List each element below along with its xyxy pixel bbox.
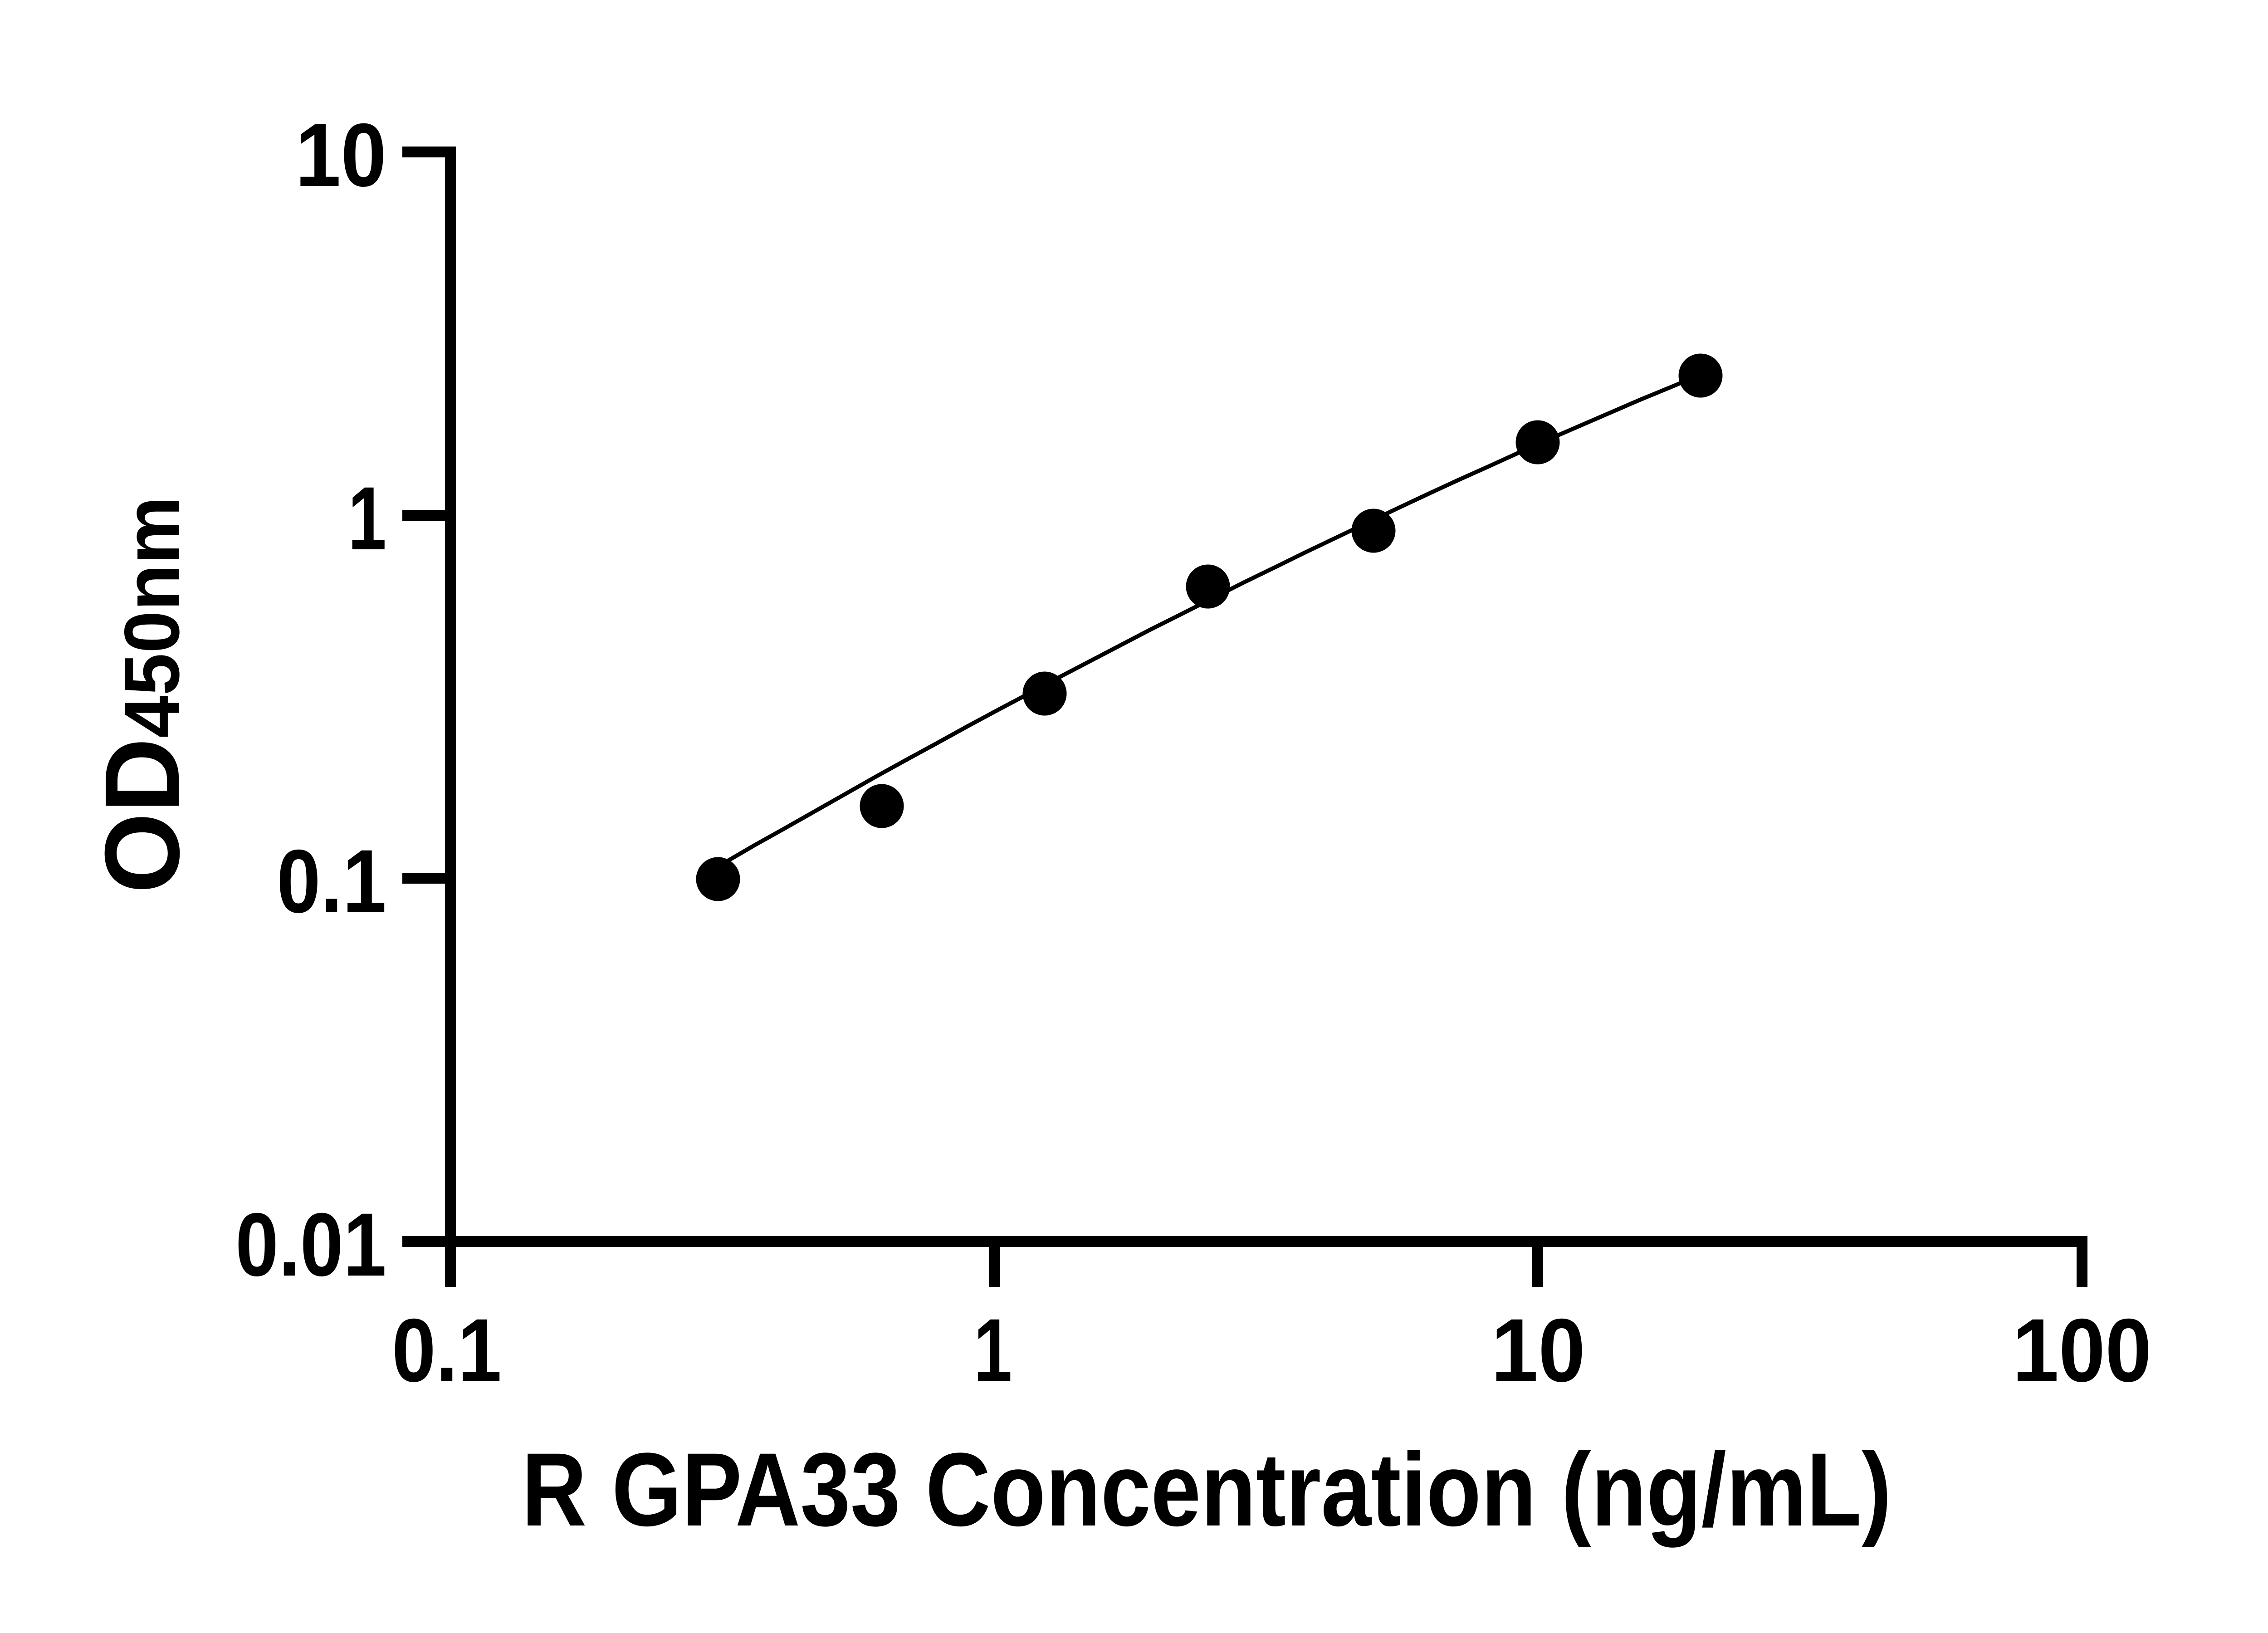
svg-text:0.1: 0.1 [392,1300,502,1400]
svg-text:R GPA33 Concentration (ng/mL): R GPA33 Concentration (ng/mL) [522,1431,1892,1548]
svg-text:1: 1 [974,1300,1012,1400]
svg-text:OD450nm: OD450nm [83,497,201,894]
svg-text:10: 10 [295,105,386,205]
svg-text:0.1: 0.1 [277,831,386,931]
svg-text:0.01: 0.01 [235,1194,386,1295]
svg-text:1: 1 [348,468,386,568]
svg-text:100: 100 [2013,1300,2152,1400]
svg-text:10: 10 [1491,1300,1585,1400]
